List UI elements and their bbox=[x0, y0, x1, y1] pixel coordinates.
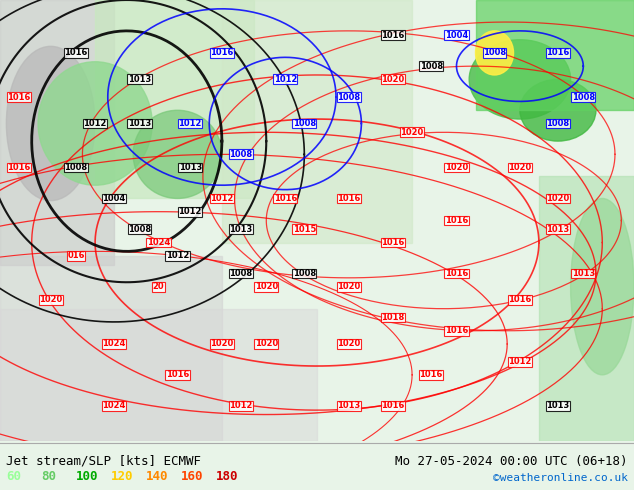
Bar bbox=[476, 0, 634, 110]
Text: 1012: 1012 bbox=[84, 119, 107, 128]
Text: 1016: 1016 bbox=[65, 49, 87, 57]
Text: 1008: 1008 bbox=[420, 62, 443, 71]
Text: 1013: 1013 bbox=[128, 75, 151, 84]
Ellipse shape bbox=[133, 110, 222, 198]
Bar bbox=[95, 0, 254, 198]
Text: 1024: 1024 bbox=[103, 401, 126, 410]
Text: 1008: 1008 bbox=[293, 269, 316, 278]
Text: 1016: 1016 bbox=[420, 370, 443, 379]
Text: 1016: 1016 bbox=[445, 269, 468, 278]
Text: 1008: 1008 bbox=[547, 119, 569, 128]
Text: 140: 140 bbox=[146, 469, 168, 483]
Ellipse shape bbox=[38, 62, 152, 185]
Bar bbox=[0, 0, 114, 265]
Text: 1016: 1016 bbox=[445, 326, 468, 335]
Text: 60: 60 bbox=[6, 469, 22, 483]
Text: 1020: 1020 bbox=[255, 282, 278, 291]
Text: 1020: 1020 bbox=[547, 194, 569, 203]
Text: 1008: 1008 bbox=[293, 119, 316, 128]
Text: 1020: 1020 bbox=[255, 340, 278, 348]
Text: 160: 160 bbox=[181, 469, 203, 483]
Text: 1008: 1008 bbox=[337, 93, 360, 101]
Text: ©weatheronline.co.uk: ©weatheronline.co.uk bbox=[493, 473, 628, 483]
Bar bbox=[0, 309, 317, 441]
Text: 1016: 1016 bbox=[382, 238, 404, 247]
Text: 1020: 1020 bbox=[401, 128, 424, 137]
Text: 016: 016 bbox=[67, 251, 85, 260]
Text: 1024: 1024 bbox=[147, 238, 170, 247]
Ellipse shape bbox=[520, 79, 596, 141]
Text: 1013: 1013 bbox=[547, 225, 569, 234]
Text: 1012: 1012 bbox=[179, 207, 202, 216]
Text: 1018: 1018 bbox=[382, 313, 404, 322]
Text: 20: 20 bbox=[153, 282, 164, 291]
Text: 1015: 1015 bbox=[293, 225, 316, 234]
Text: 1013: 1013 bbox=[337, 401, 360, 410]
Text: 1012: 1012 bbox=[508, 357, 531, 366]
Text: 1013: 1013 bbox=[230, 225, 252, 234]
Text: 1008: 1008 bbox=[572, 93, 595, 101]
Text: 1016: 1016 bbox=[8, 163, 30, 172]
Text: 1012: 1012 bbox=[274, 75, 297, 84]
Text: 1004: 1004 bbox=[103, 194, 126, 203]
Text: 1012: 1012 bbox=[230, 401, 252, 410]
Ellipse shape bbox=[469, 40, 571, 119]
Text: 1012: 1012 bbox=[166, 251, 189, 260]
Text: 1024: 1024 bbox=[103, 340, 126, 348]
Text: 1012: 1012 bbox=[210, 194, 233, 203]
Text: 1008: 1008 bbox=[483, 49, 506, 57]
Text: Mo 27-05-2024 00:00 UTC (06+18): Mo 27-05-2024 00:00 UTC (06+18) bbox=[395, 455, 628, 468]
Text: 1016: 1016 bbox=[382, 31, 404, 40]
Text: 1016: 1016 bbox=[8, 93, 30, 101]
Text: 1020: 1020 bbox=[337, 340, 360, 348]
Text: 120: 120 bbox=[111, 469, 133, 483]
Bar bbox=[0, 256, 222, 441]
Text: 1013: 1013 bbox=[128, 119, 151, 128]
Text: 180: 180 bbox=[216, 469, 238, 483]
Text: 1013: 1013 bbox=[179, 163, 202, 172]
Ellipse shape bbox=[476, 31, 514, 75]
Text: 1008: 1008 bbox=[128, 225, 151, 234]
Text: 1016: 1016 bbox=[166, 370, 189, 379]
Bar bbox=[222, 0, 412, 243]
Text: 1013: 1013 bbox=[547, 401, 569, 410]
Text: Jet stream/SLP [kts] ECMWF: Jet stream/SLP [kts] ECMWF bbox=[6, 455, 202, 468]
Text: 1016: 1016 bbox=[274, 194, 297, 203]
Text: 1008: 1008 bbox=[230, 150, 252, 159]
Text: 1004: 1004 bbox=[445, 31, 468, 40]
Text: 1020: 1020 bbox=[39, 295, 62, 304]
Text: 1008: 1008 bbox=[230, 269, 252, 278]
Ellipse shape bbox=[6, 47, 95, 201]
Text: 80: 80 bbox=[41, 469, 56, 483]
Text: 1013: 1013 bbox=[572, 269, 595, 278]
Text: 1016: 1016 bbox=[445, 216, 468, 225]
Text: 1016: 1016 bbox=[210, 49, 233, 57]
Ellipse shape bbox=[571, 198, 634, 375]
Text: 100: 100 bbox=[76, 469, 98, 483]
Text: 1016: 1016 bbox=[547, 49, 569, 57]
Text: 1016: 1016 bbox=[508, 295, 531, 304]
Text: 1020: 1020 bbox=[508, 163, 531, 172]
Text: 1016: 1016 bbox=[382, 401, 404, 410]
Text: 1012: 1012 bbox=[179, 119, 202, 128]
Text: 1020: 1020 bbox=[445, 163, 468, 172]
Text: 1008: 1008 bbox=[65, 163, 87, 172]
Text: 1020: 1020 bbox=[382, 75, 404, 84]
Text: 1016: 1016 bbox=[337, 194, 360, 203]
Text: 1020: 1020 bbox=[210, 340, 233, 348]
Bar bbox=[539, 176, 634, 441]
Text: 1020: 1020 bbox=[337, 282, 360, 291]
